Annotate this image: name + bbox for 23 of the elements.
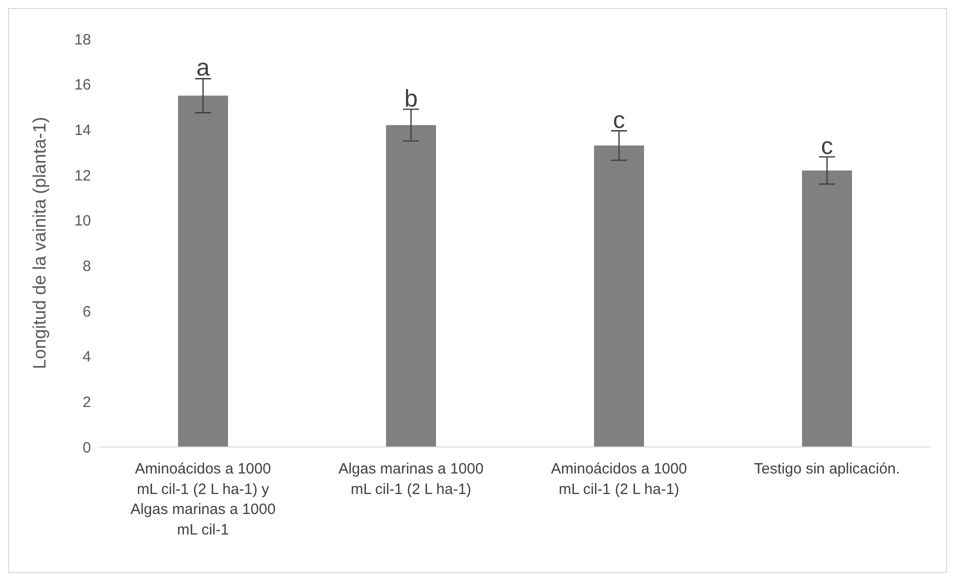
bar bbox=[386, 125, 436, 447]
y-tick-label: 16 bbox=[74, 76, 91, 94]
bar bbox=[594, 146, 644, 447]
annotation: c bbox=[821, 132, 833, 160]
annotation: c bbox=[613, 106, 625, 134]
x-tick-label: Aminoácidos a 1000 mL cil-1 (2 L ha-1) bbox=[551, 460, 687, 498]
y-tick-label: 14 bbox=[74, 122, 91, 139]
y-tick-label: 10 bbox=[74, 212, 91, 230]
y-tick-label: 2 bbox=[82, 394, 91, 411]
y-tick-label: 18 bbox=[74, 31, 91, 48]
y-tick-label: 8 bbox=[82, 258, 91, 275]
bar bbox=[802, 170, 852, 447]
y-tick-label: 12 bbox=[74, 167, 91, 184]
annotation: b bbox=[404, 85, 418, 112]
annotation: a bbox=[196, 54, 210, 82]
y-tick-label: 4 bbox=[82, 348, 91, 366]
y-tick-label: 6 bbox=[82, 303, 91, 320]
bar bbox=[178, 96, 228, 447]
x-tick-label: Testigo sin aplicación. bbox=[754, 460, 900, 478]
y-tick-label: 0 bbox=[82, 439, 91, 456]
y-axis-title: Longitud de la vainita (planta-1) bbox=[29, 116, 50, 370]
x-tick-label: Aminoácidos a 1000 mL cil-1 (2 L ha-1) y Algas marinas a 1000 mL cil-1 bbox=[130, 460, 276, 538]
x-tick-label: Algas marinas a 1000 mL cil-1 (2 L ha-1) bbox=[338, 460, 484, 498]
